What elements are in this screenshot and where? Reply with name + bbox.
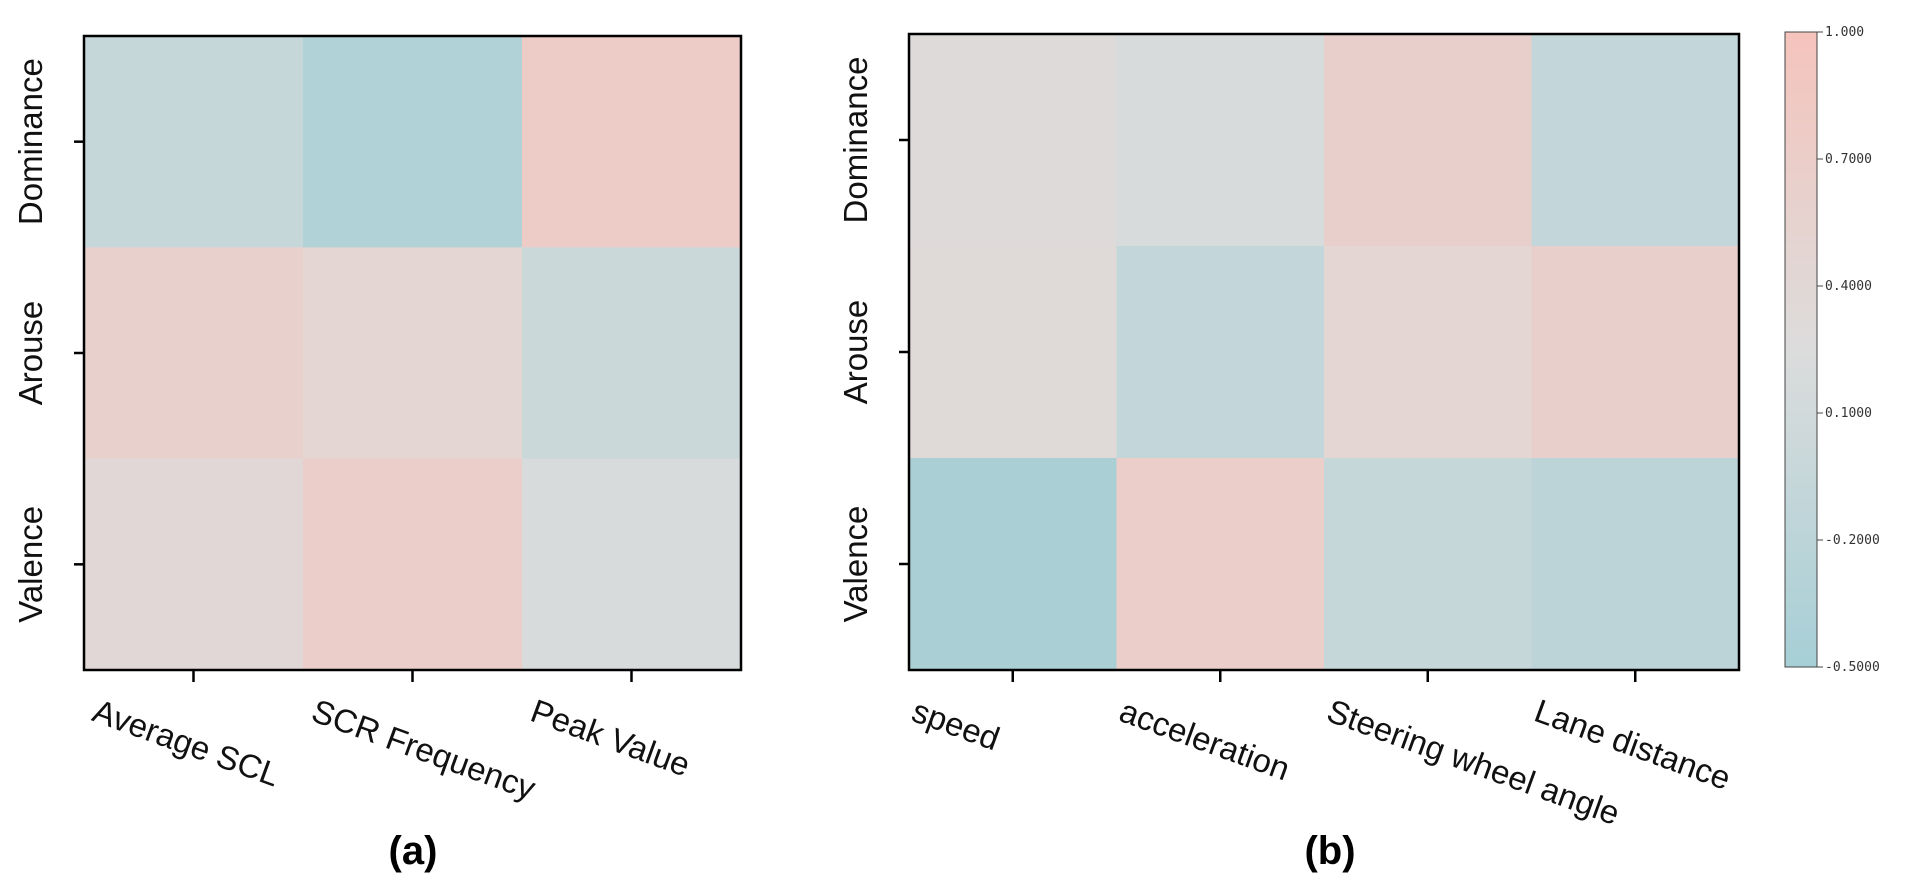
x-tick-label-b-0: speed — [907, 692, 1004, 758]
y-tick-label-a-2: Valence — [12, 506, 49, 623]
heatmap-a-cells — [84, 36, 742, 671]
heatmap-b-cell-r0-c2 — [1324, 34, 1533, 247]
heatmap-a-y-axis: Dominance Arouse Valence — [12, 58, 84, 623]
colorbar: 1.000 0.7000 0.4000 0.1000 -0.2000 -0.5000 — [1784, 25, 1880, 675]
heatmap-a-cell-r1-c0 — [84, 247, 304, 460]
heatmap-a-cell-r2-c1 — [303, 458, 523, 671]
x-tick-label-a-0: Average SCL — [88, 692, 285, 794]
panel-caption-a: (a) — [389, 829, 438, 873]
x-tick-label-b-1: acceleration — [1115, 692, 1295, 788]
heatmap-b-cell-r2-c1 — [1116, 458, 1325, 671]
heatmap-b-cell-r0-c0 — [909, 34, 1118, 247]
colorbar-tick-label-0: 1.000 — [1825, 25, 1864, 40]
heatmap-a-cell-r1-c2 — [522, 247, 742, 460]
colorbar-tick-label-2: 0.4000 — [1825, 279, 1872, 294]
heatmap-b-cell-r1-c1 — [1116, 246, 1325, 459]
heatmap-a-cell-r2-c2 — [522, 458, 742, 671]
y-tick-label-a-0: Dominance — [12, 58, 49, 225]
heatmap-a-cell-r2-c0 — [84, 458, 304, 671]
heatmap-b-cell-r0-c1 — [1116, 34, 1325, 247]
heatmap-panel-b: speed acceleration Steering wheel angleLan… — [837, 32, 1741, 873]
heatmap-b-cell-r0-c3 — [1531, 34, 1740, 247]
y-tick-label-a-1: Arouse — [12, 301, 49, 406]
heatmap-b-cell-r2-c3 — [1531, 458, 1740, 671]
colorbar-tick-label-1: 0.7000 — [1825, 152, 1872, 167]
y-tick-label-b-1: Arouse — [837, 300, 874, 405]
x-tick-label-a-1: SCR Frequency — [307, 692, 541, 807]
heatmap-b-y-axis: Dominance Arouse Valence — [837, 57, 909, 623]
heatmap-b-cell-r1-c2 — [1324, 246, 1533, 459]
heatmap-b-cell-r2-c0 — [909, 458, 1118, 671]
x-tick-label-a-2: Peak Value — [526, 692, 695, 784]
heatmap-a-cell-r0-c0 — [84, 36, 304, 248]
colorbar-tick-label-5: -0.5000 — [1825, 660, 1880, 675]
heatmap-b-cell-r1-c0 — [909, 246, 1118, 459]
heatmap-b-cells — [909, 34, 1740, 671]
heatmap-b-cell-r1-c3 — [1531, 246, 1740, 459]
colorbar-tick-label-4: -0.2000 — [1825, 533, 1880, 548]
y-tick-label-b-0: Dominance — [837, 57, 874, 224]
colorbar-tick-label-3: 0.1000 — [1825, 406, 1872, 421]
panel-caption-b: (b) — [1304, 829, 1355, 873]
heatmap-b-x-axis: speed acceleration Steering wheel angleLan… — [907, 670, 1736, 832]
y-tick-label-b-2: Valence — [837, 506, 874, 623]
heatmap-a-cell-r0-c2 — [522, 36, 742, 248]
heatmap-a-cell-r1-c1 — [303, 247, 523, 460]
colorbar-ticks: 1.000 0.7000 0.4000 0.1000 -0.2000 -0.5000 — [1817, 25, 1880, 675]
colorbar-gradient — [1784, 31, 1818, 668]
heatmap-b-cell-r2-c2 — [1324, 458, 1533, 671]
heatmap-a-cell-r0-c1 — [303, 36, 523, 248]
